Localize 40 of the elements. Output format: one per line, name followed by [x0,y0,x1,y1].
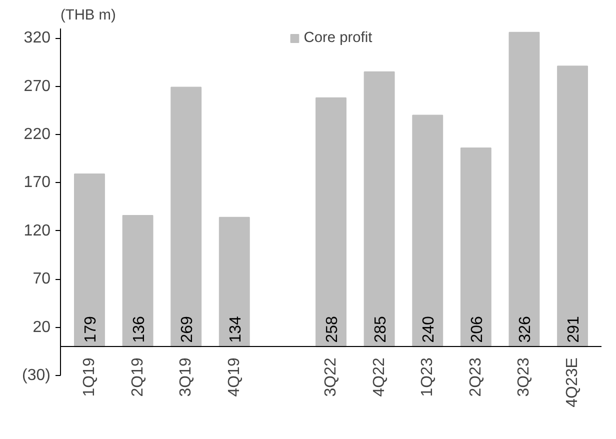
bar [74,174,105,348]
y-tick-label: 220 [24,126,51,144]
data-label: 326 [517,316,534,343]
bar [412,114,444,348]
bar [316,97,346,348]
data-label: 285 [372,316,390,343]
y-tick-label: 270 [24,78,51,95]
y-tick-label: 320 [24,30,51,47]
bar [557,66,588,348]
bar [170,86,202,348]
y-tick-label: 120 [24,222,51,240]
data-label: 240 [420,316,438,343]
x-tick-label: 1Q23 [419,357,436,397]
bar [460,148,492,348]
bar [122,215,154,348]
y-tick-label: 70 [32,270,51,288]
x-tick-label: 2Q23 [467,357,484,397]
data-label: 136 [130,316,148,343]
x-tick-label: 4Q19 [226,357,243,397]
y-tick-label: 170 [24,174,51,192]
bar [218,216,250,348]
data-label: 134 [227,316,244,343]
data-label: 258 [324,316,341,343]
data-label: 291 [566,316,583,343]
y-axis-title: (THB m) [60,8,116,24]
legend-label: Core profit [304,30,372,46]
data-label: 206 [468,316,486,343]
x-tick-label: 3Q19 [178,357,195,397]
y-tick-label: (30) [22,367,50,384]
x-tick-label: 4Q22 [370,357,388,397]
data-label: 269 [179,316,196,343]
x-tick-label: 1Q19 [80,357,98,397]
x-tick-label: 2Q19 [129,357,146,397]
bar [508,32,540,348]
x-tick-label: 4Q23E [564,358,582,408]
x-tick-label: 3Q23 [516,357,533,397]
bar [364,71,395,348]
data-label: 179 [82,316,100,343]
x-tick-label: 3Q22 [322,357,340,397]
y-tick-label: 20 [32,318,51,336]
